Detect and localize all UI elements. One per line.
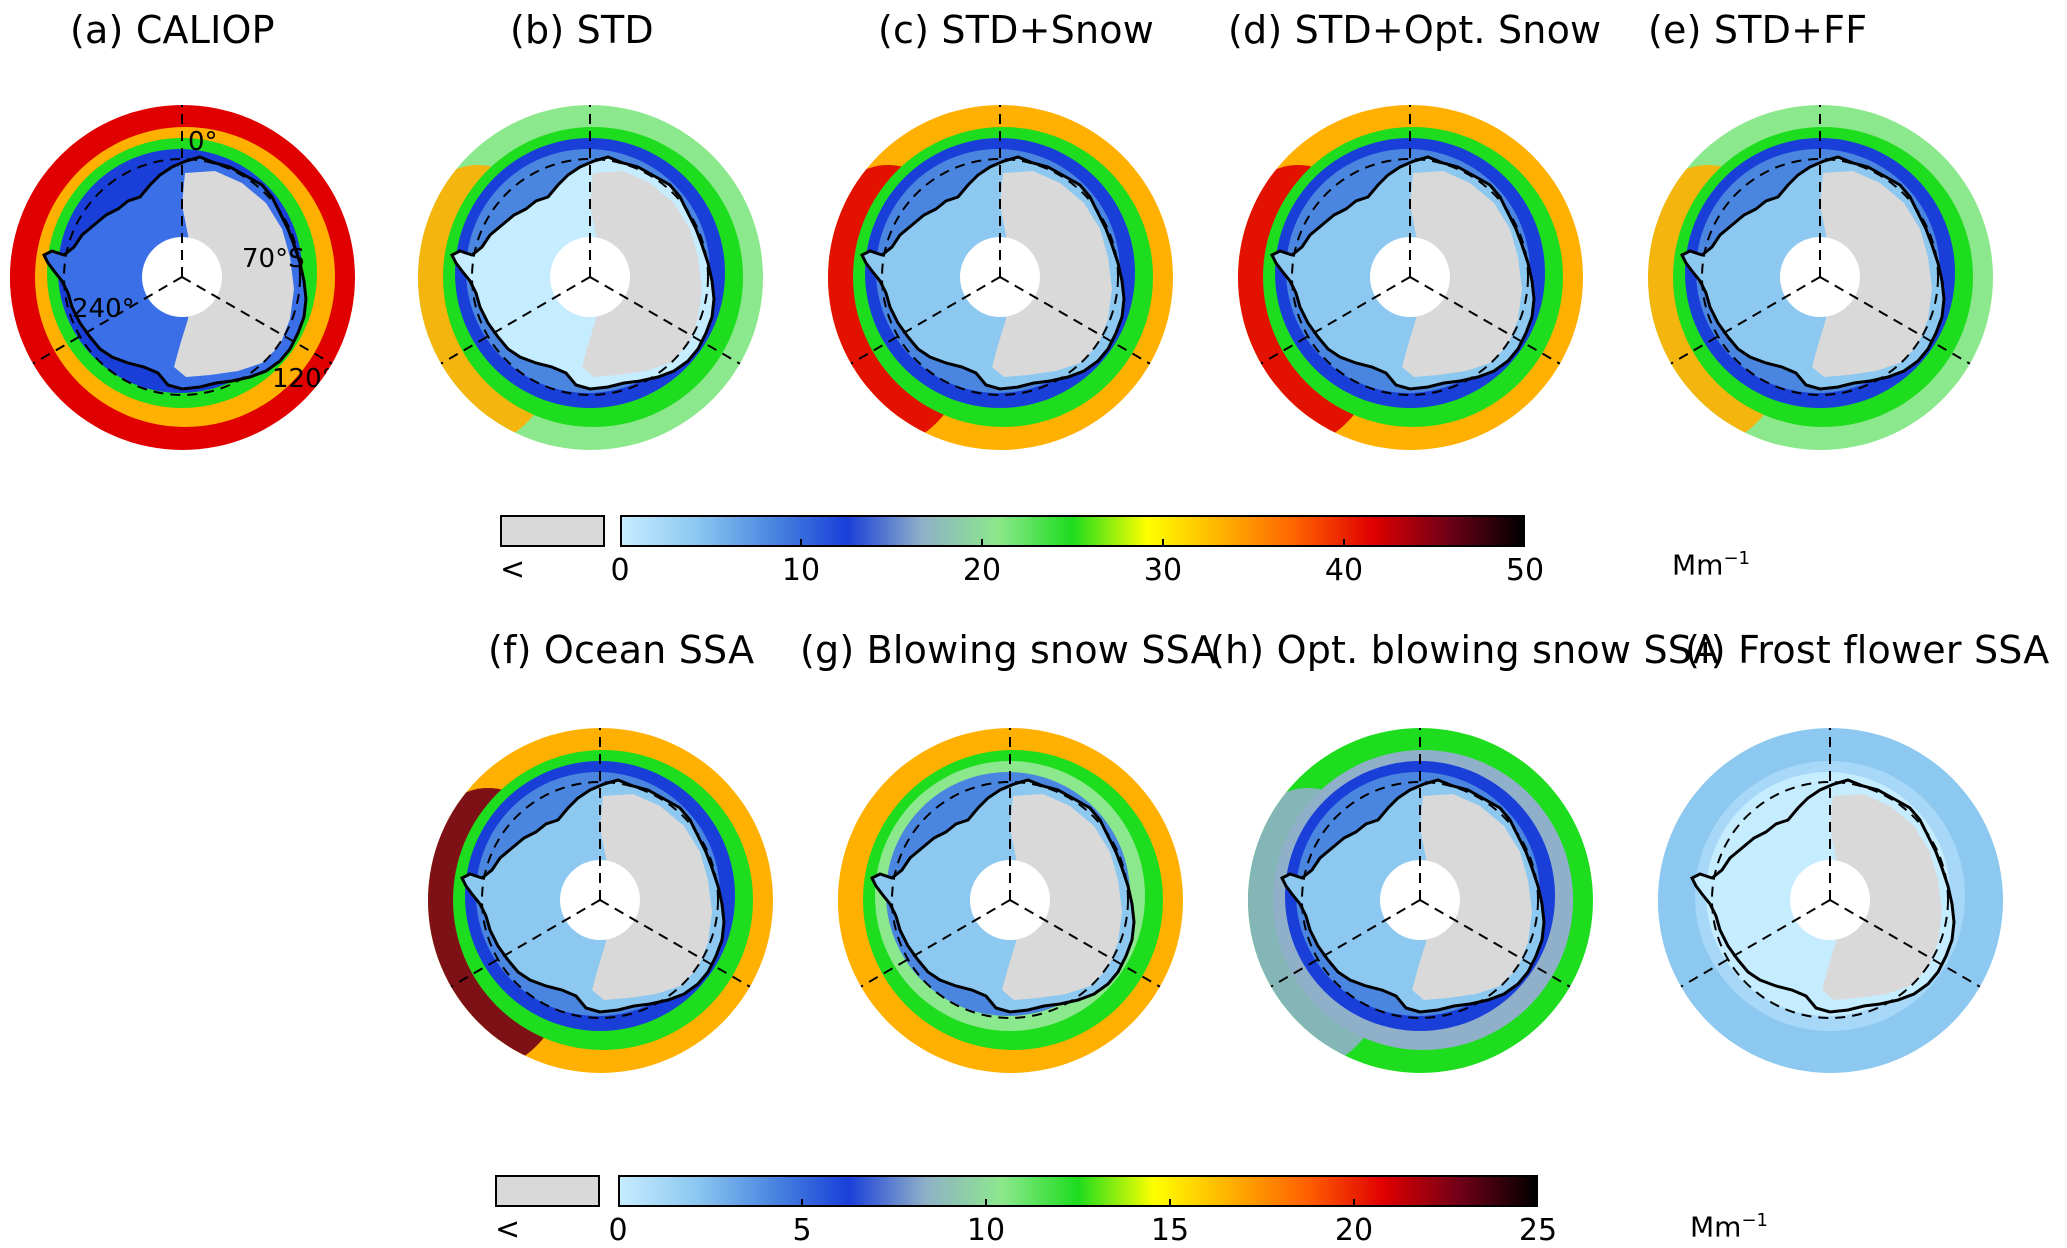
colorbar-tick-label: 50 <box>1505 553 1545 588</box>
antarctic-land <box>1002 794 1122 1000</box>
colorbar-tick-label: 0 <box>608 1213 628 1248</box>
coastline <box>1279 778 1546 1014</box>
colorbar-tick <box>985 1199 987 1207</box>
panel-title-f: (f) Ocean SSA <box>488 628 755 672</box>
coastline <box>869 778 1136 1014</box>
map-label-lon120: 120° <box>272 364 335 394</box>
latitude-circle-70s <box>1701 158 1939 396</box>
colorbar-below-label: < <box>495 1212 521 1247</box>
panel-title-e: (e) STD+FF <box>1648 8 1868 52</box>
latitude-circle-70s <box>891 781 1129 1019</box>
colorbar-tick <box>800 539 802 547</box>
map-label-lon0: 0° <box>188 127 218 157</box>
map-g <box>838 728 1183 1073</box>
map-a: 0° 70°S 240° 120° <box>10 105 355 450</box>
colorbar-tick <box>801 1199 803 1207</box>
coastline <box>859 155 1126 391</box>
panel-title-d: (d) STD+Opt. Snow <box>1228 8 1602 52</box>
panel-title-h: (h) Opt. blowing snow SSA <box>1210 628 1719 672</box>
colorbar-tick-label: 15 <box>1150 1213 1190 1248</box>
polar-map <box>1248 728 1593 1073</box>
colorbar-tick-label: 20 <box>1334 1213 1374 1248</box>
colorbar-tick <box>1353 1199 1355 1207</box>
coastline <box>449 155 716 391</box>
colorbar-unit: Mm−1 <box>1690 1210 1768 1244</box>
panel-title-b: (b) STD <box>510 8 654 52</box>
colorbar-tick-label: 25 <box>1518 1213 1558 1248</box>
colorbar-tick-label: 10 <box>966 1213 1006 1248</box>
colorbar-tick-label: 40 <box>1324 553 1364 588</box>
colorbar-tick-label: 10 <box>781 553 821 588</box>
map-e <box>1648 105 1993 450</box>
colorbar-tick-label: 30 <box>1143 553 1183 588</box>
colorbar-tick <box>1162 539 1164 547</box>
coastline <box>1269 155 1536 391</box>
latitude-circle-70s <box>1291 158 1529 396</box>
antarctic-land <box>1812 171 1932 377</box>
colorbar-below-box <box>500 515 605 547</box>
latitude-circle-70s <box>471 158 709 396</box>
polar-map <box>838 728 1183 1073</box>
coastline <box>1679 155 1946 391</box>
colorbar-below-box <box>495 1175 600 1207</box>
map-c <box>828 105 1173 450</box>
colorbar-unit: Mm−1 <box>1672 548 1750 582</box>
colorbar-tick <box>981 539 983 547</box>
antarctic-land <box>1412 794 1532 1000</box>
coastline <box>459 778 726 1014</box>
antarctic-land <box>1822 794 1942 1000</box>
polar-map <box>428 728 773 1073</box>
antarctic-land <box>174 171 294 377</box>
polar-map: 0° 70°S 240° 120° <box>10 105 355 450</box>
colorbar-gradient <box>620 515 1525 547</box>
colorbar-tick-label: 5 <box>792 1213 812 1248</box>
polar-map <box>418 105 763 450</box>
antarctic-land <box>582 171 702 377</box>
map-d <box>1238 105 1583 450</box>
latitude-circle-70s <box>881 158 1119 396</box>
panel-title-a: (a) CALIOP <box>70 8 275 52</box>
map-label-lon240: 240° <box>72 294 135 324</box>
colorbar-tick <box>1169 1199 1171 1207</box>
colorbar-below-label: < <box>500 552 526 587</box>
map-f <box>428 728 773 1073</box>
polar-map <box>1238 105 1583 450</box>
panel-title-g: (g) Blowing snow SSA <box>800 628 1217 672</box>
map-i <box>1658 728 2003 1073</box>
colorbar-gradient <box>618 1175 1538 1207</box>
colorbar-tick-label: 0 <box>610 553 630 588</box>
panel-title-i: (i) Frost flower SSA <box>1685 628 2050 672</box>
latitude-circle-70s <box>1301 781 1539 1019</box>
coastline <box>41 155 308 391</box>
colorbar-tick <box>1343 539 1345 547</box>
latitude-circle-70s <box>63 158 301 396</box>
map-b <box>418 105 763 450</box>
antarctic-land <box>1402 171 1522 377</box>
map-h <box>1248 728 1593 1073</box>
coastline <box>1689 778 1956 1014</box>
polar-map <box>1648 105 1993 450</box>
polar-map <box>1658 728 2003 1073</box>
polar-map <box>828 105 1173 450</box>
antarctic-land <box>592 794 712 1000</box>
panel-title-c: (c) STD+Snow <box>878 8 1154 52</box>
colorbar-tick-label: 20 <box>962 553 1002 588</box>
antarctic-land <box>992 171 1112 377</box>
latitude-circle-70s <box>1711 781 1949 1019</box>
latitude-circle-70s <box>481 781 719 1019</box>
map-label-lat70: 70°S <box>242 244 305 274</box>
